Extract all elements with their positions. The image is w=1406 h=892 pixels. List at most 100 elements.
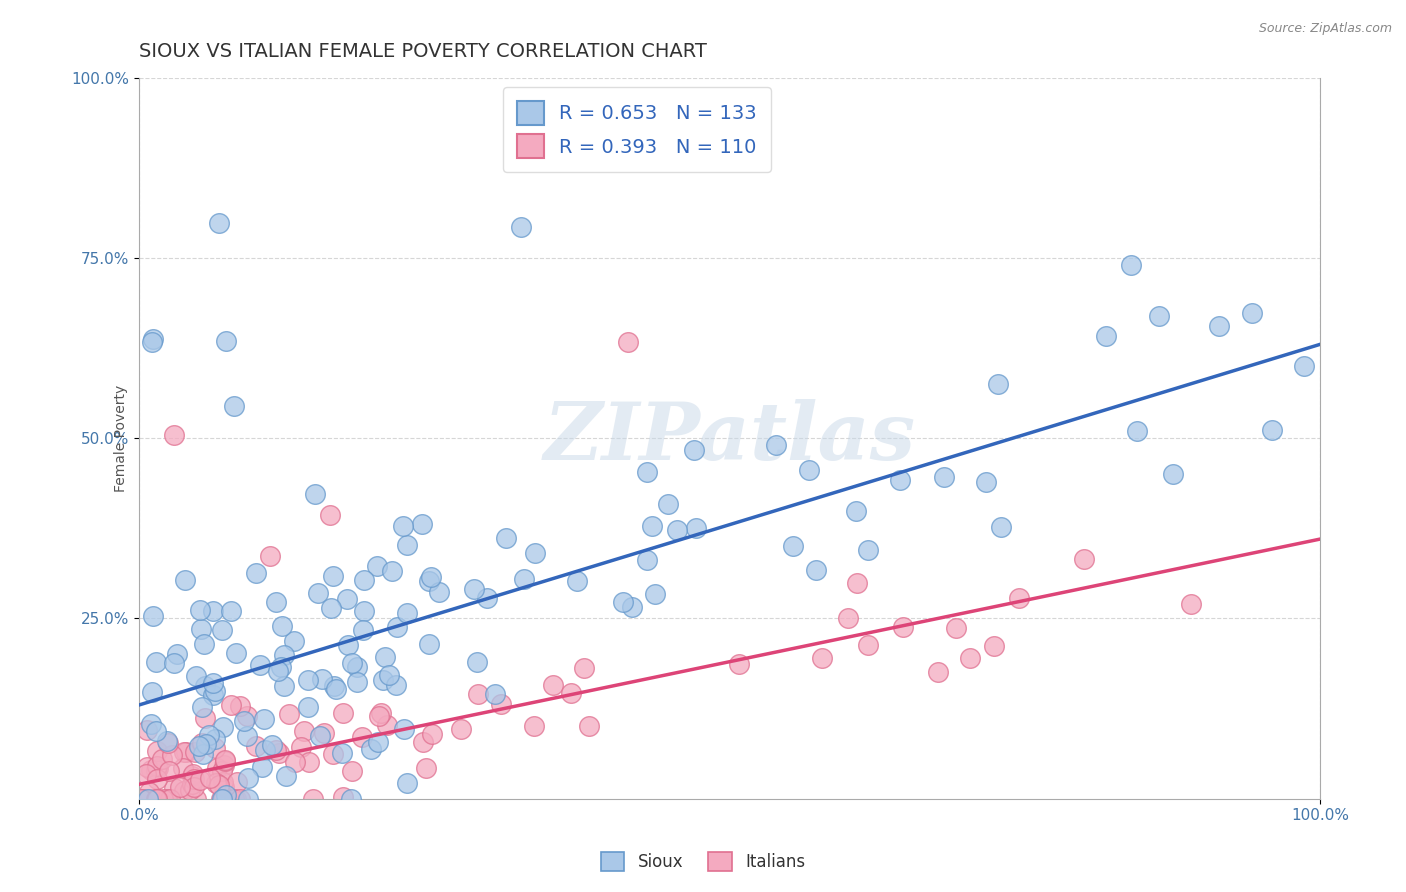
- Point: [260, 738, 283, 752]
- Point: [565, 574, 588, 588]
- Legend: R = 0.653   N = 133, R = 0.393   N = 110: R = 0.653 N = 133, R = 0.393 N = 110: [503, 87, 770, 171]
- Point: [312, 725, 335, 739]
- Point: [146, 772, 169, 786]
- Point: [191, 747, 214, 761]
- Point: [319, 508, 342, 523]
- Point: [368, 709, 391, 723]
- Text: SIOUX VS ITALIAN FEMALE POVERTY CORRELATION CHART: SIOUX VS ITALIAN FEMALE POVERTY CORRELAT…: [139, 42, 707, 61]
- Point: [1125, 425, 1147, 439]
- Point: [270, 660, 292, 674]
- Point: [290, 740, 312, 755]
- Point: [523, 719, 546, 733]
- Point: [1095, 329, 1118, 343]
- Point: [214, 753, 236, 767]
- Point: [987, 376, 1010, 391]
- Point: [298, 755, 321, 769]
- Point: [160, 747, 183, 762]
- Point: [927, 665, 949, 679]
- Point: [1208, 319, 1230, 334]
- Point: [418, 637, 440, 651]
- Point: [142, 791, 165, 805]
- Point: [342, 764, 364, 779]
- Point: [353, 604, 375, 618]
- Point: [467, 687, 489, 701]
- Point: [465, 655, 488, 669]
- Point: [856, 543, 879, 558]
- Point: [353, 573, 375, 587]
- Point: [304, 487, 326, 501]
- Point: [395, 538, 418, 552]
- Point: [163, 781, 186, 796]
- Point: [1119, 258, 1142, 272]
- Point: [976, 475, 998, 489]
- Point: [346, 660, 368, 674]
- Point: [264, 743, 287, 757]
- Point: [337, 638, 360, 652]
- Point: [245, 566, 267, 580]
- Point: [152, 751, 174, 765]
- Point: [169, 780, 191, 794]
- Point: [253, 712, 276, 726]
- Point: [215, 334, 238, 349]
- Point: [136, 791, 159, 805]
- Point: [302, 791, 325, 805]
- Point: [194, 711, 217, 725]
- Point: [396, 776, 419, 790]
- Point: [202, 688, 225, 702]
- Point: [321, 601, 343, 615]
- Point: [183, 772, 205, 787]
- Point: [146, 791, 169, 805]
- Point: [156, 791, 179, 805]
- Point: [236, 729, 259, 743]
- Point: [273, 679, 295, 693]
- Point: [891, 620, 914, 634]
- Point: [232, 714, 254, 728]
- Point: [620, 599, 643, 614]
- Point: [378, 668, 401, 682]
- Point: [190, 699, 212, 714]
- Point: [657, 497, 679, 511]
- Point: [352, 730, 374, 744]
- Point: [427, 585, 450, 599]
- Point: [163, 656, 186, 670]
- Point: [229, 698, 252, 713]
- Point: [728, 657, 751, 671]
- Point: [308, 729, 330, 743]
- Point: [166, 648, 188, 662]
- Point: [322, 747, 344, 762]
- Point: [201, 676, 224, 690]
- Point: [477, 591, 499, 606]
- Point: [135, 791, 157, 805]
- Point: [292, 724, 315, 739]
- Point: [450, 722, 472, 736]
- Point: [146, 744, 169, 758]
- Point: [212, 757, 235, 772]
- Point: [211, 764, 233, 779]
- Point: [249, 658, 271, 673]
- Point: [418, 574, 440, 588]
- Point: [1147, 309, 1170, 323]
- Point: [236, 709, 259, 723]
- Point: [184, 791, 207, 805]
- Point: [560, 686, 582, 700]
- Point: [179, 783, 201, 797]
- Point: [307, 586, 329, 600]
- Point: [415, 760, 437, 774]
- Point: [183, 780, 205, 794]
- Point: [983, 639, 1005, 653]
- Point: [1261, 423, 1284, 437]
- Point: [495, 531, 517, 545]
- Point: [219, 604, 242, 618]
- Point: [236, 771, 259, 785]
- Point: [375, 718, 398, 732]
- Point: [959, 651, 981, 665]
- Point: [135, 766, 157, 780]
- Point: [366, 558, 388, 573]
- Point: [138, 785, 160, 799]
- Point: [224, 399, 246, 413]
- Point: [889, 474, 911, 488]
- Point: [419, 570, 441, 584]
- Y-axis label: Female Poverty: Female Poverty: [114, 384, 128, 491]
- Point: [277, 706, 299, 721]
- Point: [259, 549, 281, 564]
